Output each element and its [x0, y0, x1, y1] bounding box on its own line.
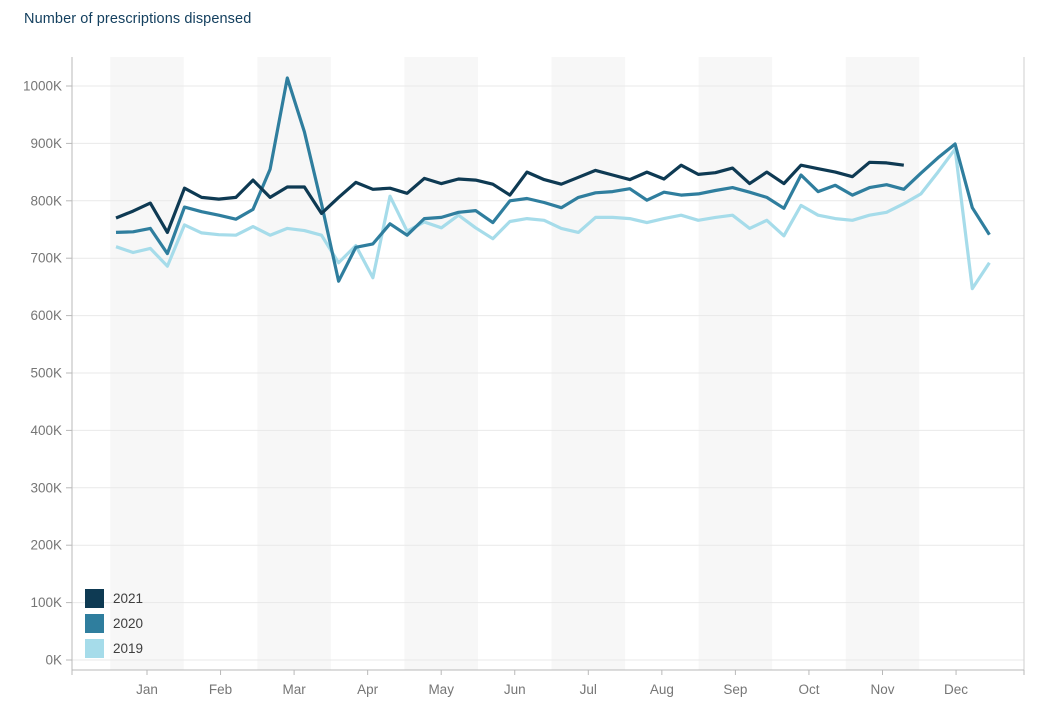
x-tick-label: Jan	[136, 682, 158, 697]
month-band	[845, 57, 920, 670]
x-tick-label: Jul	[580, 682, 597, 697]
legend-item-2020[interactable]: 2020	[85, 611, 143, 636]
y-tick-label: 300K	[30, 480, 62, 495]
x-tick-label: Sep	[723, 682, 747, 697]
y-tick-label: 100K	[30, 595, 62, 610]
month-band	[110, 57, 184, 670]
month-band	[257, 57, 331, 670]
series-line-2019[interactable]	[115, 147, 991, 291]
y-tick-label: 500K	[30, 366, 62, 381]
legend-item-2019[interactable]: 2019	[85, 636, 143, 661]
legend-swatch-2021	[85, 589, 104, 608]
chart-title: Number of prescriptions dispensed	[24, 11, 252, 27]
y-tick-label: 900K	[30, 136, 62, 151]
legend-swatch-2020	[85, 614, 104, 633]
y-tick-label: 600K	[30, 308, 62, 323]
x-tick-label: Oct	[798, 682, 819, 697]
month-band	[698, 57, 773, 670]
legend-label-2019: 2019	[113, 641, 144, 656]
y-tick-label: 1000K	[23, 79, 62, 94]
y-tick-label: 700K	[30, 251, 62, 266]
y-tick-label: 0K	[45, 653, 62, 668]
legend-item-2021[interactable]: 2021	[85, 586, 143, 611]
y-tick-label: 800K	[30, 193, 62, 208]
x-tick-label: Dec	[944, 682, 968, 697]
y-tick-label: 200K	[30, 538, 62, 553]
month-band	[551, 57, 626, 670]
legend-swatch-2019	[85, 639, 104, 658]
month-band	[404, 57, 478, 670]
x-tick-label: Nov	[870, 682, 894, 697]
x-tick-label: Jun	[504, 682, 526, 697]
y-tick-label: 400K	[30, 423, 62, 438]
x-tick-label: Mar	[282, 682, 306, 697]
x-tick-label: Aug	[650, 682, 674, 697]
x-tick-label: May	[428, 682, 454, 697]
legend-label-2020: 2020	[113, 616, 144, 631]
chart-legend: 2021 2020 2019	[85, 586, 143, 661]
x-tick-label: Apr	[357, 682, 379, 697]
series-line-2021[interactable]	[115, 160, 905, 234]
x-tick-label: Feb	[209, 682, 232, 697]
legend-label-2021: 2021	[113, 591, 144, 606]
